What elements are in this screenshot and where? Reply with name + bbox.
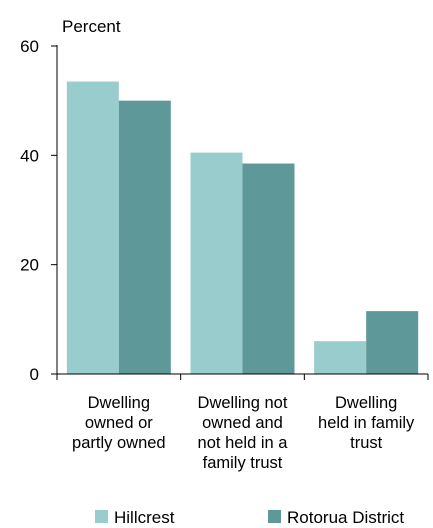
- category-label: Dwelling held in family trust: [318, 394, 415, 452]
- y-tick-label: 60: [20, 37, 39, 56]
- bar-hillcrest-1: [190, 152, 243, 374]
- bar-hillcrest-2: [314, 341, 367, 374]
- category-label: Dwelling not owned and not held in a family…: [198, 394, 289, 472]
- y-axis-label: Percent: [62, 17, 121, 36]
- category-label: Dwelling owned or partly owned: [72, 394, 166, 452]
- bar-rotorua-district-1: [242, 163, 295, 374]
- legend-swatch-hillcrest: [95, 510, 108, 523]
- y-tick-label: 40: [20, 146, 39, 165]
- bar-rotorua-district-0: [118, 100, 171, 375]
- bar-rotorua-district-2: [366, 311, 419, 374]
- y-tick-label: 0: [30, 365, 39, 384]
- axes: [56, 45, 429, 380]
- bar-hillcrest-0: [66, 81, 119, 375]
- category-labels: Dwelling owned or partly owned Dwelling not…: [72, 394, 415, 472]
- y-ticks: 0 20 40 60: [20, 37, 57, 384]
- legend-label-hillcrest: Hillcrest: [114, 508, 175, 527]
- legend-swatch-rotorua-district: [268, 510, 281, 523]
- y-tick-label: 20: [20, 256, 39, 275]
- bars: [66, 81, 419, 375]
- legend: Hillcrest Rotorua District: [95, 508, 404, 527]
- legend-label-rotorua-district: Rotorua District: [287, 508, 404, 527]
